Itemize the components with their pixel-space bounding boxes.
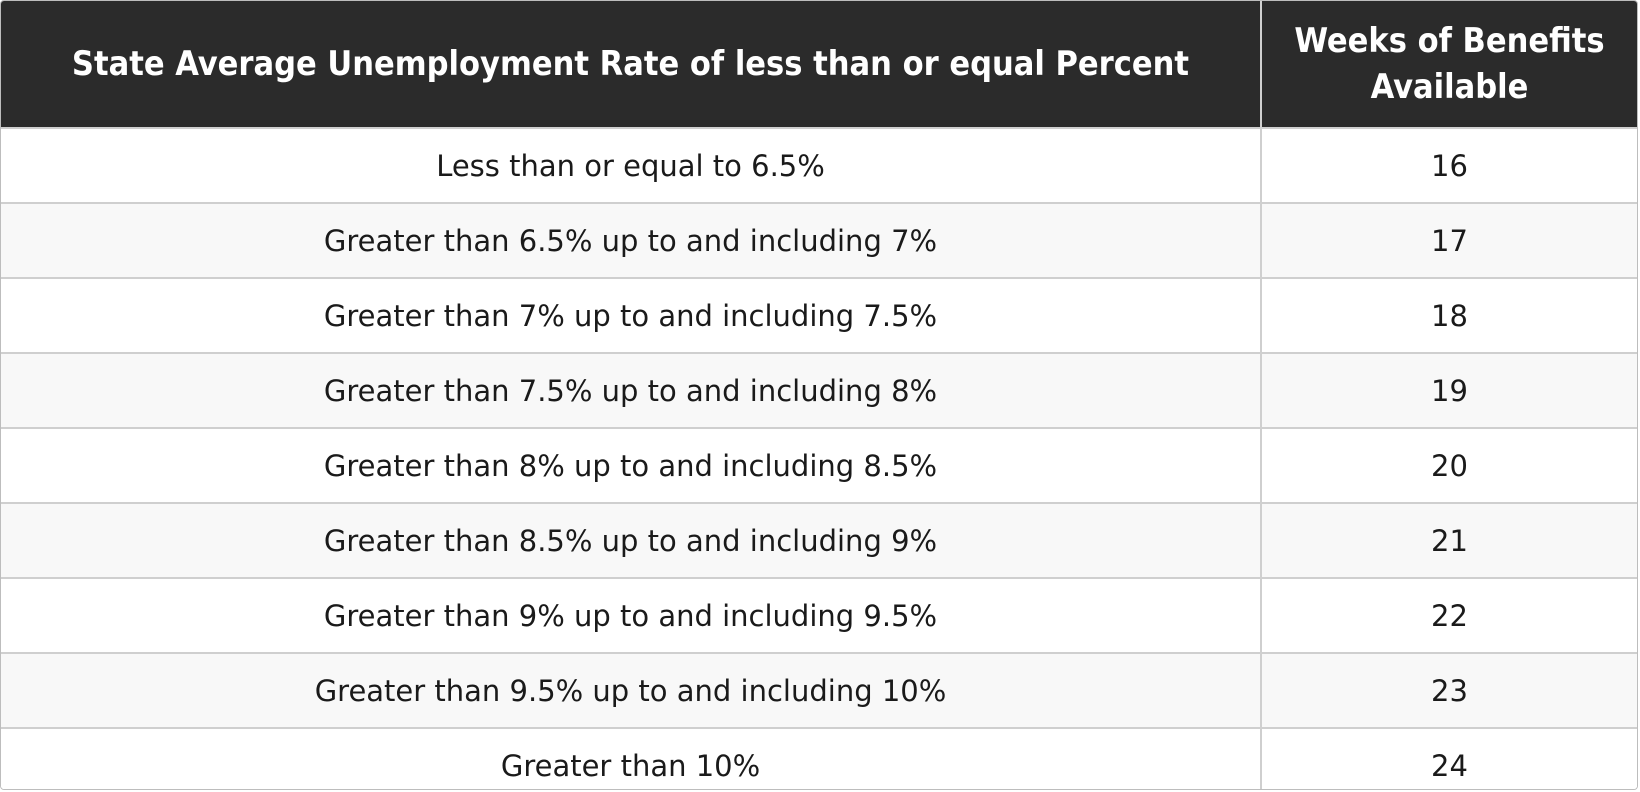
rate-range-cell: Greater than 7.5% up to and including 8%	[1, 352, 1262, 428]
header-weeks-line2: Available	[1370, 67, 1529, 107]
weeks-cell: 24	[1261, 727, 1637, 789]
header-row: State Average Unemployment Rate of less …	[1, 1, 1637, 128]
table-header: State Average Unemployment Rate of less …	[1, 1, 1637, 128]
rate-range-cell: Greater than 9% up to and including 9.5%	[1, 577, 1262, 653]
weeks-cell: 17	[1261, 202, 1637, 278]
header-weeks-of-benefits: Weeks of Benefits Available	[1261, 1, 1637, 128]
table-row: Greater than 7% up to and including 7.5%…	[1, 277, 1637, 353]
table-row: Greater than 9.5% up to and including 10…	[1, 652, 1637, 728]
rate-range-cell: Greater than 8.5% up to and including 9%	[1, 502, 1262, 578]
table-body: Less than or equal to 6.5% 16 Greater th…	[1, 127, 1637, 789]
table-row: Greater than 9% up to and including 9.5%…	[1, 577, 1637, 653]
table-row: Greater than 8.5% up to and including 9%…	[1, 502, 1637, 578]
weeks-cell: 16	[1261, 127, 1637, 203]
weeks-cell: 20	[1261, 427, 1637, 503]
rate-range-cell: Greater than 7% up to and including 7.5%	[1, 277, 1262, 353]
rate-range-cell: Less than or equal to 6.5%	[1, 127, 1262, 203]
header-weeks-line1: Weeks of Benefits	[1294, 21, 1605, 61]
weeks-cell: 21	[1261, 502, 1637, 578]
rate-range-cell: Greater than 6.5% up to and including 7%	[1, 202, 1262, 278]
table-row: Greater than 8% up to and including 8.5%…	[1, 427, 1637, 503]
rate-range-cell: Greater than 8% up to and including 8.5%	[1, 427, 1262, 503]
header-unemployment-rate: State Average Unemployment Rate of less …	[1, 1, 1262, 128]
rate-range-cell: Greater than 10%	[1, 727, 1262, 789]
table-row: Greater than 10% 24	[1, 727, 1637, 789]
table-row: Greater than 6.5% up to and including 7%…	[1, 202, 1637, 278]
weeks-cell: 22	[1261, 577, 1637, 653]
weeks-cell: 23	[1261, 652, 1637, 728]
weeks-cell: 19	[1261, 352, 1637, 428]
table-row: Greater than 7.5% up to and including 8%…	[1, 352, 1637, 428]
table-row: Less than or equal to 6.5% 16	[1, 127, 1637, 203]
rate-range-cell: Greater than 9.5% up to and including 10…	[1, 652, 1262, 728]
weeks-cell: 18	[1261, 277, 1637, 353]
